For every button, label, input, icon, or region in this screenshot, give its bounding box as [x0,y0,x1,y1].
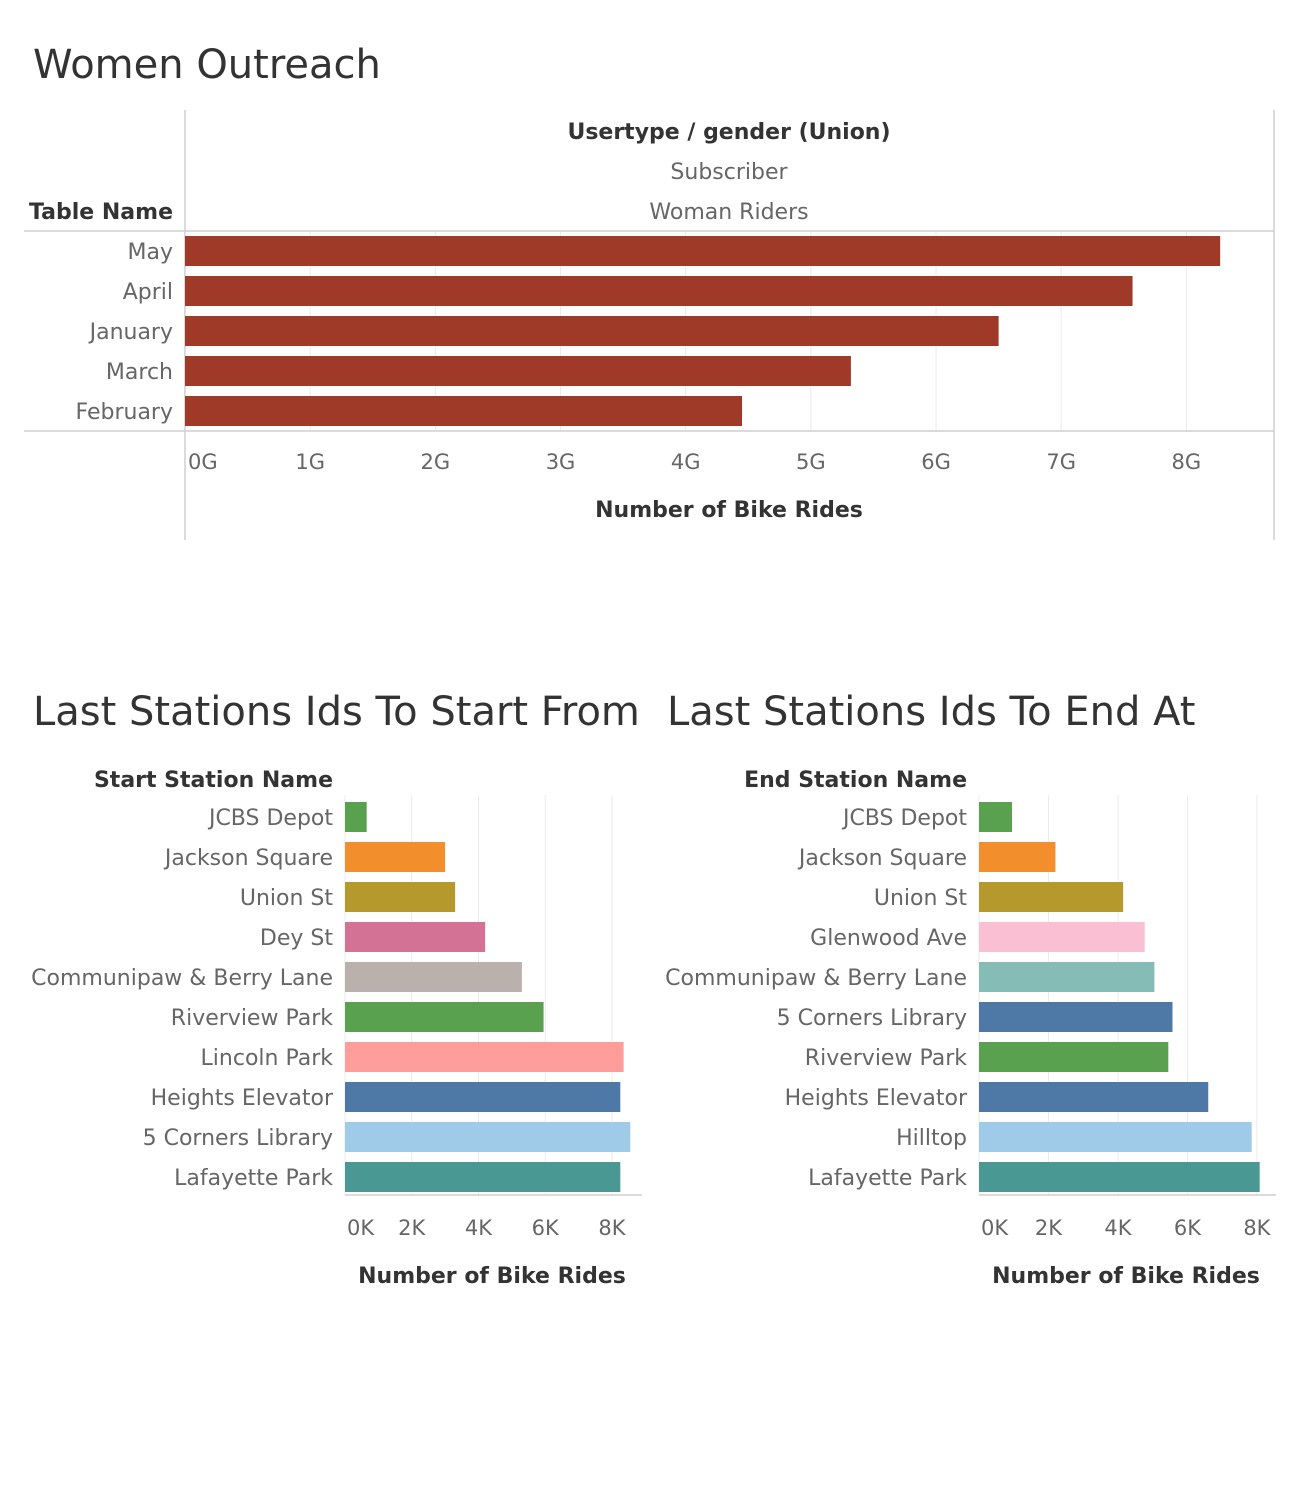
start-stations-title: Last Stations Ids To Start From [33,689,640,735]
station-label: Lafayette Park [808,1166,967,1191]
end-stations-chart: End Station Name JCBS Depot Jackson Squar… [665,768,1276,1289]
x-tick-label: 2K [1035,1216,1063,1240]
station-label: Heights Elevator [785,1086,968,1111]
bar[interactable] [185,356,851,386]
station-label: Communipaw & Berry Lane [31,966,333,991]
gender-header: Woman Riders [649,200,808,225]
x-tick-label: 1G [295,450,325,474]
station-label: JCBS Depot [841,806,967,831]
station-label: Union St [240,886,334,911]
bar[interactable] [345,882,456,912]
station-label: Hilltop [896,1126,967,1151]
category-label: March [106,360,173,385]
station-label: Lafayette Park [174,1166,333,1191]
x-axis-title: Number of Bike Rides [595,498,863,523]
station-label: Heights Elevator [151,1086,334,1111]
x-tick-label: 6G [921,450,951,474]
end-station-name-header: End Station Name [744,768,967,793]
bar[interactable] [979,1122,1252,1152]
bar[interactable] [185,236,1221,266]
x-axis-title: Number of Bike Rides [992,1264,1260,1289]
station-label: Glenwood Ave [810,926,967,951]
x-tick-label: 3G [546,450,576,474]
x-tick-label: 5G [796,450,826,474]
columns-header-label: Usertype / gender (Union) [567,120,890,145]
end-stations-title: Last Stations Ids To End At [667,689,1196,735]
station-label: Jackson Square [163,846,333,871]
category-label: April [123,280,173,305]
bar[interactable] [345,962,522,992]
x-tick-label: 8G [1172,450,1202,474]
station-label: Dey St [260,926,333,951]
bar[interactable] [979,922,1145,952]
bar[interactable] [345,1042,624,1072]
station-label: Lincoln Park [201,1046,334,1071]
station-label: 5 Corners Library [143,1126,333,1151]
bar[interactable] [979,1002,1173,1032]
station-label: Jackson Square [797,846,967,871]
category-label: February [76,400,174,425]
bar[interactable] [979,962,1155,992]
x-tick-label: 0G [188,450,218,474]
x-axis-title: Number of Bike Rides [358,1264,626,1289]
bar[interactable] [345,1002,544,1032]
start-station-name-header: Start Station Name [94,768,333,793]
station-label: JCBS Depot [207,806,333,831]
bar[interactable] [185,316,999,346]
x-tick-label: 8K [598,1216,626,1240]
x-tick-label: 7G [1046,450,1076,474]
bar[interactable] [185,276,1133,306]
usertype-header: Subscriber [670,160,788,185]
table-name-header: Table Name [29,200,173,225]
station-label: Communipaw & Berry Lane [665,966,967,991]
bar[interactable] [979,1082,1209,1112]
category-label: January [88,320,173,345]
x-tick-label: 6K [1174,1216,1202,1240]
bar[interactable] [979,1162,1260,1192]
x-tick-label: 0K [347,1216,375,1240]
x-tick-label: 2G [421,450,451,474]
bar[interactable] [979,802,1012,832]
bar[interactable] [345,1122,631,1152]
station-label: Riverview Park [805,1046,967,1071]
station-label: Riverview Park [171,1006,333,1031]
women-outreach-title: Women Outreach [33,42,381,88]
x-tick-label: 6K [532,1216,560,1240]
x-tick-label: 4K [465,1216,493,1240]
x-tick-label: 8K [1243,1216,1271,1240]
station-label: 5 Corners Library [777,1006,967,1031]
bar[interactable] [345,1162,621,1192]
bar[interactable] [345,1082,621,1112]
bar[interactable] [979,1042,1169,1072]
x-tick-label: 0K [981,1216,1009,1240]
station-label: Union St [874,886,968,911]
bar[interactable] [979,842,1056,872]
bar[interactable] [979,882,1124,912]
women-outreach-chart: Usertype / gender (Union) Subscriber Wom… [24,110,1275,540]
bar[interactable] [345,802,367,832]
x-tick-label: 4G [671,450,701,474]
x-tick-label: 2K [398,1216,426,1240]
bar[interactable] [345,922,486,952]
start-stations-chart: Start Station Name JCBS Depot Jackson Squ… [31,768,642,1289]
category-label: May [128,240,173,265]
x-tick-label: 4K [1104,1216,1132,1240]
bar[interactable] [345,842,446,872]
bar[interactable] [185,396,743,426]
